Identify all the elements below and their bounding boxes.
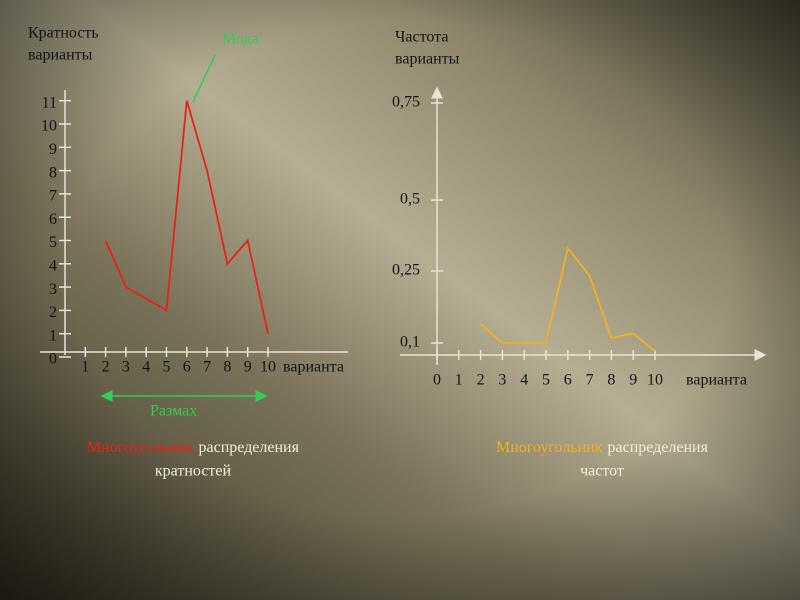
x-tick-label: 4 — [520, 372, 528, 389]
caption-text: распределения — [199, 439, 300, 456]
y-axis-title: Частота — [395, 29, 448, 46]
caption-text: распределения — [608, 439, 709, 456]
x-tick-label: 5 — [542, 372, 550, 389]
y-tick-label: 9 — [49, 141, 57, 158]
x-tick-label: 9 — [629, 372, 637, 389]
y-axis-title: Кратность — [28, 25, 99, 42]
y-tick-label: 7 — [49, 188, 57, 205]
x-tick-label: 2 — [477, 372, 485, 389]
y-tick-label: 11 — [42, 94, 57, 111]
x-tick-label: 8 — [607, 372, 615, 389]
polygon-line — [480, 246, 656, 353]
x-tick-label: 2 — [102, 359, 110, 376]
y-tick-label: 3 — [49, 281, 57, 298]
y-tick-label: 0,25 — [392, 262, 420, 279]
x-tick-label: 7 — [203, 359, 211, 376]
x-tick-label: 1 — [81, 359, 89, 376]
caption: частот — [580, 463, 624, 480]
x-tick-label: 8 — [223, 359, 231, 376]
x-tick-label: 10 — [647, 372, 663, 389]
y-tick-label: 1 — [49, 327, 57, 344]
x-tick-label: 7 — [586, 372, 594, 389]
y-tick-label: 0 — [49, 351, 57, 368]
x-tick-label: 3 — [498, 372, 506, 389]
y-tick-label: 8 — [49, 164, 57, 181]
x-tick-label: 0 — [433, 372, 441, 389]
polygon-line — [104, 100, 269, 334]
x-axis-title: варианта — [283, 359, 344, 376]
x-tick-label: 3 — [122, 359, 130, 376]
x-tick-label: 4 — [142, 359, 150, 376]
y-tick-label: 4 — [49, 257, 57, 274]
x-tick-label: 6 — [183, 359, 191, 376]
y-tick-label: 2 — [49, 304, 57, 321]
caption-highlight: Многоугольник — [496, 439, 603, 456]
x-tick-label: 5 — [163, 359, 171, 376]
caption-highlight: Многоугольник — [87, 439, 194, 456]
mode-label: Мода — [222, 31, 259, 48]
y-axis-title: варианты — [395, 51, 460, 68]
y-tick-label: 0,1 — [400, 334, 420, 351]
x-tick-label: 6 — [564, 372, 572, 389]
y-tick-label: 0,5 — [400, 191, 420, 208]
caption: кратностей — [155, 463, 232, 480]
x-axis-title: варианта — [686, 372, 747, 389]
caption: Многоугольник распределения — [496, 439, 709, 456]
x-tick-label: 10 — [260, 359, 276, 376]
x-tick-label: 1 — [455, 372, 463, 389]
range-label: Размах — [150, 403, 197, 420]
y-tick-label: 0,75 — [392, 94, 420, 111]
y-tick-label: 10 — [41, 118, 57, 135]
y-axis-title: варианты — [28, 47, 93, 64]
x-tick-label: 9 — [244, 359, 252, 376]
caption: Многоугольник распределения — [87, 439, 300, 456]
mode-pointer — [192, 54, 216, 103]
y-tick-label: 5 — [49, 234, 57, 251]
y-tick-label: 6 — [49, 211, 57, 228]
